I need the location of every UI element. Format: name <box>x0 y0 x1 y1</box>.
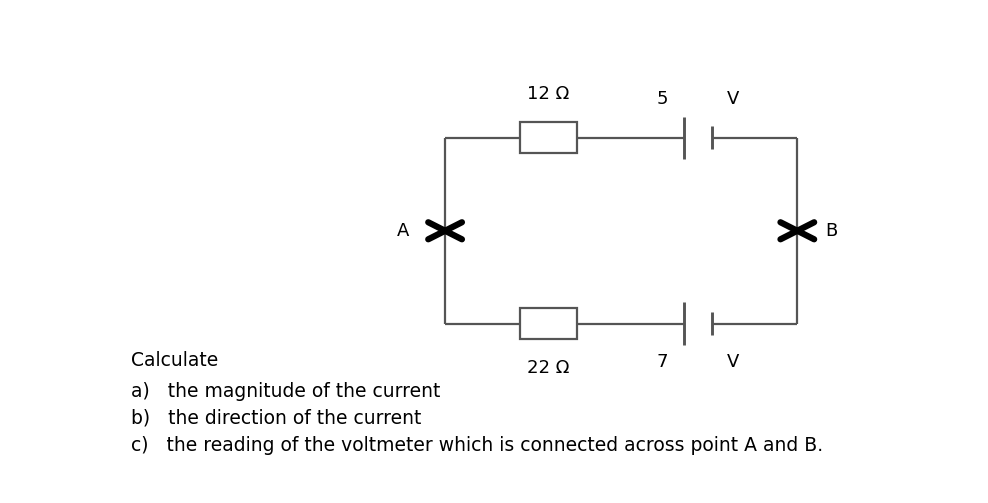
Text: c)   the reading of the voltmeter which is connected across point A and B.: c) the reading of the voltmeter which is… <box>131 436 823 455</box>
Text: 7: 7 <box>657 354 668 371</box>
Text: V: V <box>727 354 739 371</box>
Text: 12 Ω: 12 Ω <box>528 85 570 103</box>
Text: b)   the direction of the current: b) the direction of the current <box>131 409 422 428</box>
Text: 22 Ω: 22 Ω <box>528 359 570 377</box>
Text: V: V <box>727 90 739 108</box>
Text: Calculate: Calculate <box>131 351 218 370</box>
Text: a)   the magnitude of the current: a) the magnitude of the current <box>131 382 441 401</box>
Text: A: A <box>397 222 409 240</box>
Text: 5: 5 <box>657 90 668 108</box>
Bar <box>520 308 577 339</box>
Bar <box>520 122 577 153</box>
Text: B: B <box>826 222 838 240</box>
